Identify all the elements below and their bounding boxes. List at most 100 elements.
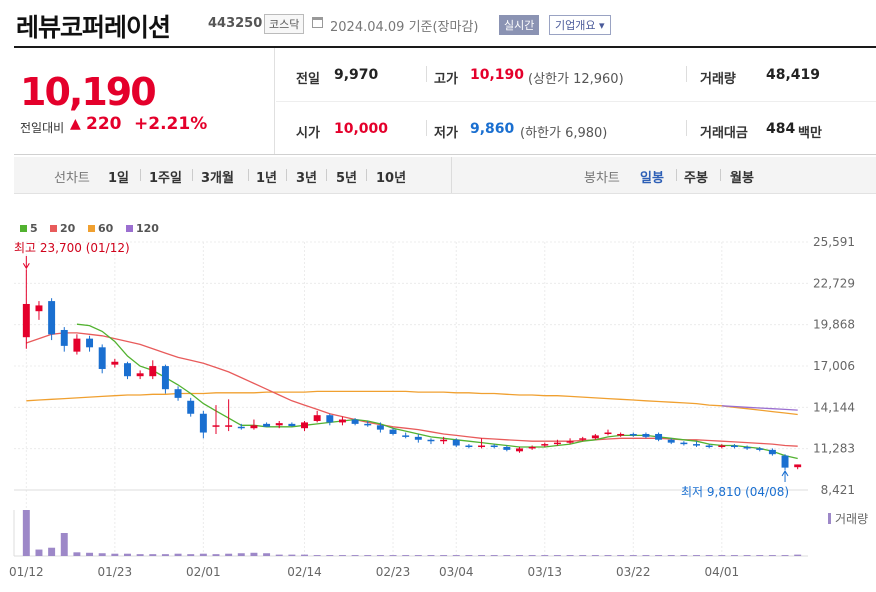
period-3y[interactable]: 3년 [296,171,318,186]
y-tick-label: 11,283 [813,442,855,456]
volume-bar [452,555,460,556]
candle-body [364,423,372,426]
volume-bar [667,555,675,556]
candle-body [225,425,233,427]
candle-body [111,361,119,365]
volume-bar [693,555,700,556]
price-chart: 25,591 22,729 19,868 17,006 14,144 11,283 8,42… [9,222,868,579]
price-stats: 전일 9,970 고가 10,190 (상한가 12,960) 거래량 48,4… [276,48,876,154]
volume-bar [389,555,397,556]
volume-bar [756,555,764,556]
volume-bar [680,555,688,556]
company-info-button[interactable]: 기업개요 ▾ [549,15,611,35]
candle-weekly[interactable]: 주봉 [684,171,708,186]
volume-bar [579,555,587,556]
volume-bar [427,555,435,556]
period-3m[interactable]: 3개월 [201,171,234,186]
stat-separator [686,120,687,136]
candle-body [591,435,599,439]
volume-bar [288,554,296,556]
trade-value: 484 [766,121,796,137]
legend-swatch [88,225,95,232]
period-10y[interactable]: 10년 [376,171,407,186]
volume-legend-swatch [828,513,831,524]
candle-monthly[interactable]: 월봉 [730,171,754,186]
period-separator [720,169,721,181]
candle-body [402,435,410,437]
candle-body [187,400,195,414]
period-separator [676,169,677,181]
volume-bar [730,555,738,556]
volume-bar [566,555,574,556]
volume-bar [768,555,776,556]
volume-bar [629,555,637,556]
min-arrow-head [781,469,789,477]
candle-body [768,449,776,455]
candle-body [642,433,650,437]
candle-body [794,464,802,468]
volume-bar [263,553,271,556]
candle-body [579,438,587,440]
candle-body [604,432,612,435]
change-percent: +2.21% [134,114,208,134]
volume-bar [516,555,523,556]
x-tick-label: 04/01 [705,565,740,579]
volume-bar [275,554,283,556]
candle-body [389,429,397,434]
candle-body [313,415,321,421]
volume-value: 48,419 [766,67,821,83]
candle-body [161,366,169,390]
prev-close-label: 전일 [296,72,320,87]
volume-bar [351,555,359,556]
volume-bar [237,553,245,556]
volume-bar [490,555,498,556]
period-separator [248,169,249,181]
line-chart-label: 선차트 [54,171,90,186]
high-label: 고가 [434,72,458,87]
candle-body [86,338,94,348]
candle-body [718,445,726,448]
volume-bar [414,555,422,556]
volume-bar [541,555,549,556]
volume-bar [617,555,625,556]
realtime-button[interactable]: 실시간 [499,15,540,35]
candle-body [516,448,523,452]
period-1w[interactable]: 1주일 [149,171,182,186]
y-tick-label: 19,868 [813,318,855,332]
legend-label: 20 [60,222,76,235]
volume-label: 거래량 [835,512,868,526]
candle-body [440,439,448,442]
low-label: 저가 [434,126,458,141]
trade-value-label: 거래대금 [700,126,748,141]
period-5y[interactable]: 5년 [336,171,358,186]
x-tick-label: 02/14 [287,565,322,579]
volume-bar [161,554,169,556]
candle-body [617,433,625,436]
candle-body [490,445,498,448]
y-tick-label: 22,729 [813,276,855,290]
period-1y[interactable]: 1년 [256,171,278,186]
candle-body [351,419,359,424]
change-value: 220 [86,114,122,134]
y-tick-label: 17,006 [813,359,855,373]
candle-body [275,423,283,426]
volume-bar [60,533,68,556]
max-price-annotation: 최고 23,700 (01/12) [14,241,130,255]
current-price: 10,190 [20,70,157,114]
x-tick-label: 01/12 [9,565,44,579]
candle-body [288,423,296,427]
candle-body [124,363,131,377]
open-value: 10,000 [334,121,389,137]
candle-body [781,455,789,468]
volume-bar [48,547,56,556]
candle-body [60,329,68,346]
change-label: 전일대비 [20,121,65,135]
candle-body [174,389,182,398]
period-bar: 선차트 1일 1주일 3개월 1년 3년 5년 10년 봉차트 일봉 주봉 월봉 [14,157,876,194]
open-label: 시가 [296,126,320,141]
candle-daily[interactable]: 일봉 [640,171,664,186]
period-divider [451,157,452,193]
legend-label: 120 [136,222,159,235]
period-1d[interactable]: 1일 [108,171,130,186]
candle-body [199,413,207,433]
